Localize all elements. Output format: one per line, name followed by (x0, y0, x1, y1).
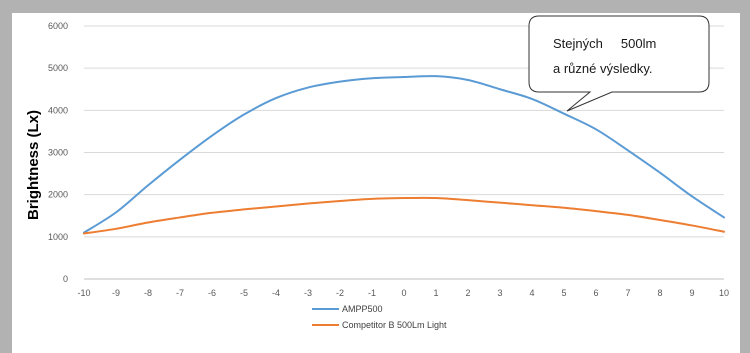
x-tick-label: -8 (144, 288, 152, 298)
x-tick-label: -2 (336, 288, 344, 298)
x-tick-label: -6 (208, 288, 216, 298)
x-tick-label: 3 (497, 288, 502, 298)
legend-label: AMPP500 (342, 304, 383, 314)
x-tick-label: -3 (304, 288, 312, 298)
series-line-2 (83, 196, 725, 235)
y-tick-label: 0 (63, 274, 68, 284)
x-tick-label: 6 (593, 288, 598, 298)
callout-bubble (528, 15, 710, 112)
x-tick-label: -5 (240, 288, 248, 298)
legend-label: Competitor B 500Lm Light (342, 320, 447, 330)
y-tick-label: 1000 (48, 232, 68, 242)
x-tick-label: 1 (433, 288, 438, 298)
x-tick-label: 7 (625, 288, 630, 298)
y-tick-label: 2000 (48, 190, 68, 200)
x-tick-label: 4 (529, 288, 534, 298)
chart-panel: 0 1000 2000 3000 4000 5000 6000 -10 -9 -8 -7 -6 -5-… (12, 13, 740, 353)
y-tick-label: 4000 (48, 105, 68, 115)
series-line-1 (83, 75, 725, 234)
annotation-callout: Stejných 500lm a různé výsledky. (528, 15, 710, 112)
x-tick-label: -1 (368, 288, 376, 298)
y-axis-label: Brightness (Lx) (25, 110, 42, 220)
x-tick-label: -9 (112, 288, 120, 298)
callout-line-1: Stejných 500lm (553, 36, 656, 51)
x-tick-label: 8 (657, 288, 662, 298)
x-tick-label: 10 (719, 288, 729, 298)
y-tick-label: 6000 (48, 21, 68, 31)
x-tick-label: -10 (77, 288, 90, 298)
x-tick-label: 0 (401, 288, 406, 298)
y-tick-label: 3000 (48, 148, 68, 158)
x-tick-label: -7 (176, 288, 184, 298)
x-tick-label: 9 (689, 288, 694, 298)
callout-line-2: a různé výsledky. (553, 61, 652, 76)
y-tick-label: 5000 (48, 63, 68, 73)
x-tick-label: 2 (465, 288, 470, 298)
x-tick-label: 5 (561, 288, 566, 298)
x-tick-label: -4 (272, 288, 280, 298)
